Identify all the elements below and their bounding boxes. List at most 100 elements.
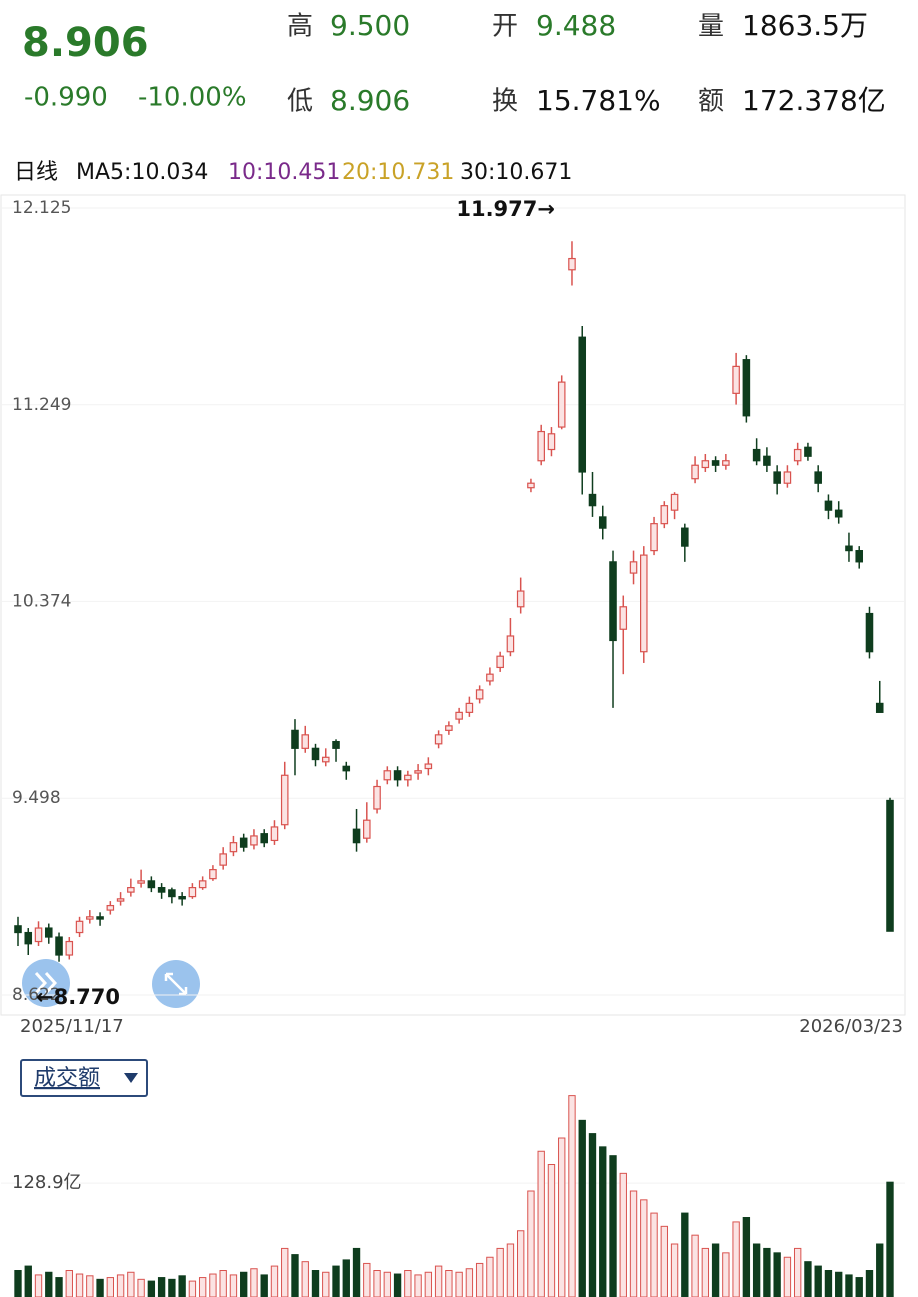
candle-body (711, 460, 720, 466)
volume-bar (240, 1271, 248, 1297)
volume-bar (568, 1095, 576, 1297)
candle-body (578, 336, 587, 473)
label: 换 (492, 87, 518, 117)
volume-bar (260, 1274, 268, 1297)
volume-bar (45, 1271, 53, 1297)
candle-body (557, 381, 566, 428)
volume-bar (147, 1280, 156, 1297)
candle-body (250, 835, 258, 846)
volume-bar (116, 1274, 125, 1297)
volume-bar (835, 1271, 843, 1297)
volume-bar (742, 1217, 751, 1297)
candle-body (609, 561, 617, 642)
volume-bar (157, 1277, 166, 1297)
volume-bar (619, 1172, 627, 1297)
volume-bar (24, 1265, 32, 1297)
candle-body (742, 359, 751, 417)
volume-bar (660, 1225, 668, 1297)
min-annotation: ←8.770 (36, 985, 120, 1009)
dropdown-label[interactable]: 成交额 (34, 1066, 100, 1091)
volume-bar (352, 1247, 361, 1297)
candle-body (732, 365, 740, 394)
candle-body (629, 561, 638, 574)
volume-bar (465, 1268, 474, 1297)
candle-body (824, 500, 833, 511)
volume-bar (14, 1270, 22, 1297)
volume-bar (763, 1247, 771, 1297)
volume-bar (291, 1254, 299, 1297)
volume-bar (106, 1277, 115, 1297)
candle-body (445, 725, 453, 731)
volume-bar (34, 1274, 43, 1297)
candle-body (619, 606, 628, 630)
volume-bar (65, 1270, 73, 1297)
candle-body (270, 826, 279, 842)
volume-bar (209, 1273, 217, 1297)
plot-frame (0, 194, 906, 1016)
volume-bar (445, 1270, 453, 1297)
legend-item: 20:10.731 (342, 160, 454, 185)
candle-body (342, 765, 351, 772)
y-tick-label: 10.374 (12, 591, 71, 611)
indicator-dropdown[interactable]: 成交额 (20, 1059, 148, 1097)
dropdown-box[interactable] (20, 1059, 148, 1097)
candle-body (393, 770, 402, 781)
candle-body (352, 828, 361, 844)
candle-body (465, 702, 474, 713)
volume-bar (752, 1243, 761, 1297)
volume-bar (301, 1261, 309, 1297)
candle-body (260, 833, 268, 844)
candle-body (588, 493, 597, 507)
volume-bar (793, 1247, 802, 1297)
candle-body (127, 887, 135, 893)
volume-bar (588, 1133, 597, 1297)
zoom-button[interactable] (152, 960, 200, 1008)
legend-item: 30:10.671 (460, 160, 572, 185)
candle-body (681, 527, 689, 547)
candle-body (65, 940, 74, 956)
candle-body (886, 799, 894, 932)
volume-bar (640, 1199, 648, 1297)
change: -0.990 (24, 83, 108, 113)
candle-body (486, 673, 494, 682)
candle-body (86, 916, 94, 920)
candle-body (44, 927, 53, 938)
volume-bar (455, 1271, 463, 1297)
candle-body (496, 655, 504, 669)
volume-bar (722, 1252, 730, 1297)
candle-body (157, 887, 166, 893)
candle-body (178, 895, 186, 900)
label: 开 (492, 12, 518, 42)
volume-bar (814, 1265, 822, 1297)
volume-bar (55, 1277, 63, 1297)
volume-bar (393, 1273, 402, 1297)
button-icon[interactable] (164, 972, 188, 996)
candle-body (14, 925, 22, 934)
volume-bar (219, 1270, 227, 1297)
candle-body (455, 711, 463, 720)
candle-body (373, 785, 381, 810)
candle-body (229, 842, 238, 853)
volume-bar (86, 1275, 94, 1297)
dropdown-arrow[interactable] (124, 1073, 138, 1083)
button-icon[interactable] (34, 971, 58, 995)
volume-bar (168, 1278, 176, 1297)
volume-bar (496, 1247, 504, 1297)
candle-body (168, 889, 176, 898)
candle-body (24, 931, 33, 945)
candle-body (670, 493, 679, 511)
label: 低 (287, 87, 313, 117)
candle-body (106, 904, 115, 911)
candle-body (291, 729, 299, 749)
volume-bar (609, 1155, 617, 1297)
volume-bar (363, 1262, 371, 1297)
label: 量 (698, 12, 724, 42)
candle-body (147, 880, 156, 889)
candle-body (537, 430, 545, 462)
candle-body (875, 702, 884, 713)
volume-bar (229, 1274, 238, 1297)
volume-bar (96, 1278, 104, 1297)
candle-body (752, 448, 761, 462)
candle-body (434, 734, 443, 745)
